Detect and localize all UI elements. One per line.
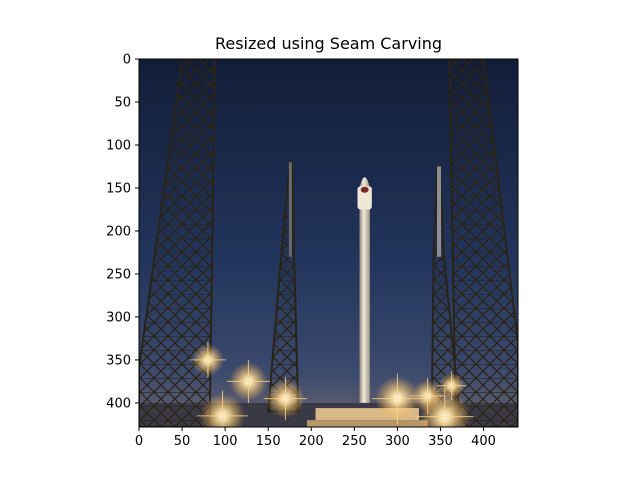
launch-base [306, 420, 428, 427]
y-tick-label: 300 [106, 310, 131, 325]
axes-frame [138, 58, 519, 428]
chart-title: Resized using Seam Carving [215, 34, 442, 53]
y-tick-label: 100 [106, 138, 131, 153]
x-tick-label: 400 [471, 434, 496, 449]
y-tick-label: 350 [106, 353, 131, 368]
y-tick-label: 50 [114, 95, 131, 110]
x-tick-label: 300 [385, 434, 410, 449]
rocket [359, 177, 370, 403]
left-tower [139, 59, 216, 427]
y-tick-label: 200 [106, 224, 131, 239]
x-tick-label: 250 [342, 434, 367, 449]
left-rod [288, 162, 292, 257]
x-tick-label: 100 [213, 434, 238, 449]
right-rod [437, 166, 442, 257]
plotted-image [139, 59, 518, 427]
y-tick-label: 250 [106, 267, 131, 282]
y-tick-label: 400 [106, 396, 131, 411]
x-tick-label: 200 [299, 434, 324, 449]
x-tick-label: 0 [135, 434, 143, 449]
y-tick-label: 0 [123, 53, 131, 68]
rocket-fairing [357, 186, 372, 210]
rocket-logo [360, 186, 369, 193]
y-tick-label: 150 [106, 181, 131, 196]
x-tick-label: 50 [174, 434, 191, 449]
x-tick-label: 150 [256, 434, 281, 449]
x-tick-label: 350 [428, 434, 453, 449]
y-axis: 0 50 100 150 200 250 300 350 400 [106, 53, 139, 411]
x-axis: 0 50 100 150 200 250 300 350 400 [135, 427, 496, 449]
